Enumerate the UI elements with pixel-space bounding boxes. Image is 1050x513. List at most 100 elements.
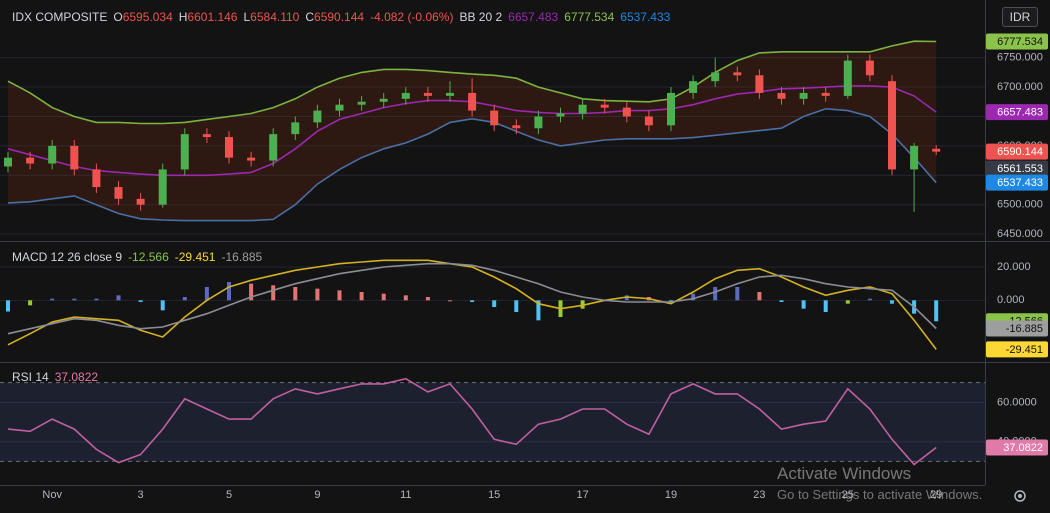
candle-body: [269, 134, 278, 161]
legend-value: 6584.110: [250, 10, 300, 24]
price-badge-label: 37.0822: [1003, 442, 1043, 454]
histogram-bar: [448, 300, 452, 302]
histogram-bar: [94, 298, 99, 301]
y-tick-label: 60.0000: [997, 396, 1037, 408]
histogram-bar: [28, 300, 33, 306]
candle-body: [667, 92, 675, 126]
candle-body: [534, 116, 543, 129]
candle-body: [821, 92, 830, 96]
histogram-bar: [669, 300, 673, 302]
y-tick-label: 6450.000: [997, 228, 1043, 240]
candle-body: [247, 157, 256, 161]
legend-indicator-value: -12.566: [128, 250, 169, 264]
rsi-legend: RSI 14 37.0822: [12, 370, 98, 384]
price-badge-bg: [986, 33, 1048, 50]
histogram-bar: [470, 300, 475, 302]
macd-legend: MACD 12 26 close 9 -12.566 -29.451 -16.885: [12, 250, 262, 264]
price-badge-bg: [986, 143, 1048, 160]
price-badge: 6777.534: [986, 33, 1048, 50]
candle-body: [468, 92, 477, 111]
settings-icon[interactable]: [1014, 490, 1026, 502]
candle-body: [291, 122, 300, 135]
histogram-bar: [381, 293, 386, 301]
legend-value: 6595.034: [122, 10, 173, 24]
candle-body: [600, 104, 609, 108]
price-badge: 6657.483: [986, 104, 1048, 121]
histogram-bar: [624, 295, 629, 301]
candle-body: [158, 169, 167, 205]
candle-body: [843, 60, 852, 96]
histogram-bar: [934, 300, 939, 322]
candle-body: [556, 113, 565, 117]
legend-value: 6601.146: [187, 10, 238, 24]
price-badge-label: 6590.144: [997, 146, 1043, 158]
price-badge: 6561.553: [986, 160, 1048, 177]
histogram-bar: [138, 300, 143, 302]
histogram-bar: [227, 282, 231, 301]
histogram-bar: [713, 287, 718, 301]
histogram-bar: [757, 292, 762, 301]
price-badge: -16.885: [986, 320, 1048, 337]
candle-body: [136, 198, 145, 205]
candle-body: [357, 101, 366, 105]
histogram-bar: [271, 285, 276, 301]
histogram-bar: [890, 300, 894, 304]
candle-body: [512, 125, 521, 129]
watermark-subtitle: Go to Settings to activate Windows.: [777, 487, 983, 502]
histogram-bar: [160, 300, 165, 311]
price-badge-label: 6561.553: [997, 163, 1043, 175]
macd-line: [7, 262, 937, 335]
candle-body: [578, 104, 587, 114]
histogram-bar: [691, 293, 696, 301]
candle-body: [225, 137, 233, 158]
legend-indicator: BB 20 2: [459, 10, 503, 24]
histogram-bar: [845, 300, 850, 304]
histogram-bar: [337, 290, 342, 301]
candle-body: [48, 145, 57, 164]
legend-prefix: H: [178, 10, 188, 24]
histogram-bar: [801, 300, 806, 309]
y-tick-label: 0.000: [997, 294, 1025, 306]
candle-body: [644, 116, 653, 126]
price-badge-label: 6537.433: [997, 177, 1043, 189]
macd-line: [7, 259, 937, 350]
price-badge: 6590.144: [986, 143, 1048, 160]
candle-body: [755, 75, 764, 93]
candle-body: [711, 72, 720, 82]
histogram-bar: [72, 298, 77, 301]
candle-body: [490, 110, 499, 126]
y-tick-label: 20.000: [997, 261, 1031, 273]
legend-prefix: O: [113, 10, 123, 24]
x-tick-label: 19: [665, 489, 677, 501]
settings-icon-ring: [1014, 490, 1026, 502]
histogram-bar: [514, 300, 519, 312]
legend-change: -4.082 (-0.06%): [370, 10, 454, 24]
settings-icon-hub: [1018, 494, 1022, 498]
x-tick-label: 9: [314, 489, 320, 501]
histogram-bar: [735, 287, 740, 301]
histogram-bar: [492, 300, 497, 307]
candle-body: [92, 169, 101, 188]
candle-body: [910, 145, 919, 170]
candle-body: [777, 92, 786, 99]
histogram-bar: [403, 295, 408, 301]
candle-body: [379, 98, 388, 102]
histogram-bar: [536, 300, 541, 321]
x-tick-label: 25: [842, 489, 854, 501]
histogram-bar: [6, 300, 10, 312]
legend-indicator-value: 6777.534: [564, 10, 615, 24]
price-badge: 37.0822: [986, 439, 1048, 456]
legend-item: C 6590.144: [305, 10, 364, 24]
price-badge-label: 6777.534: [997, 36, 1043, 48]
currency-button[interactable]: IDR: [1002, 7, 1038, 27]
price-badge-bg: [986, 160, 1048, 177]
rsi-line: [7, 377, 937, 466]
legend-value: 6590.144: [314, 10, 365, 24]
price-badge: 6537.433: [986, 174, 1048, 191]
histogram-bar: [182, 297, 187, 301]
price-badge-bg: [986, 104, 1048, 121]
histogram-bar: [823, 300, 828, 312]
histogram-bar: [315, 288, 320, 301]
